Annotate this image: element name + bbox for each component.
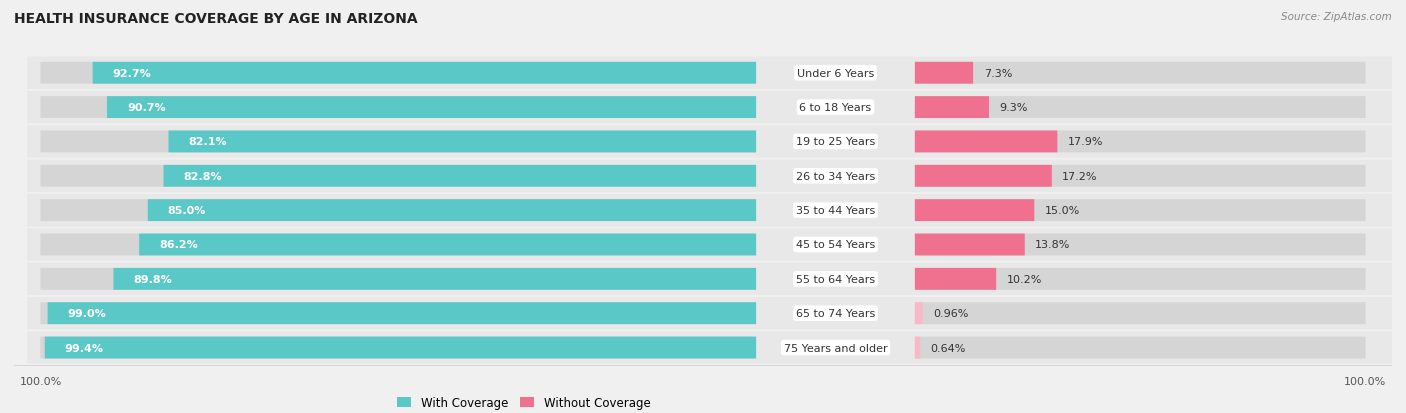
FancyBboxPatch shape: [41, 63, 756, 84]
FancyBboxPatch shape: [41, 268, 756, 290]
Text: 7.3%: 7.3%: [984, 69, 1012, 78]
FancyBboxPatch shape: [915, 131, 1057, 153]
Text: 26 to 34 Years: 26 to 34 Years: [796, 171, 875, 181]
Text: 92.7%: 92.7%: [112, 69, 152, 78]
Text: 65 to 74 Years: 65 to 74 Years: [796, 309, 875, 318]
FancyBboxPatch shape: [93, 63, 756, 84]
FancyBboxPatch shape: [48, 303, 756, 324]
FancyBboxPatch shape: [915, 200, 1365, 221]
FancyBboxPatch shape: [139, 234, 756, 256]
FancyBboxPatch shape: [915, 63, 973, 84]
FancyBboxPatch shape: [45, 337, 756, 358]
Legend: With Coverage, Without Coverage: With Coverage, Without Coverage: [392, 392, 655, 413]
Text: 15.0%: 15.0%: [1045, 206, 1080, 216]
FancyBboxPatch shape: [27, 195, 1392, 227]
FancyBboxPatch shape: [915, 200, 1035, 221]
Text: 85.0%: 85.0%: [167, 206, 207, 216]
FancyBboxPatch shape: [107, 97, 756, 119]
Text: 35 to 44 Years: 35 to 44 Years: [796, 206, 875, 216]
Text: Source: ZipAtlas.com: Source: ZipAtlas.com: [1281, 12, 1392, 22]
Text: 82.1%: 82.1%: [188, 137, 228, 147]
FancyBboxPatch shape: [41, 131, 756, 153]
FancyBboxPatch shape: [41, 337, 756, 358]
FancyBboxPatch shape: [915, 234, 1365, 256]
FancyBboxPatch shape: [163, 166, 756, 187]
Text: 86.2%: 86.2%: [159, 240, 198, 250]
FancyBboxPatch shape: [915, 131, 1365, 153]
FancyBboxPatch shape: [915, 97, 1365, 119]
FancyBboxPatch shape: [915, 166, 1365, 187]
FancyBboxPatch shape: [27, 229, 1392, 261]
Text: 45 to 54 Years: 45 to 54 Years: [796, 240, 875, 250]
Text: 99.0%: 99.0%: [67, 309, 107, 318]
Text: 17.2%: 17.2%: [1063, 171, 1098, 181]
FancyBboxPatch shape: [915, 234, 1025, 256]
FancyBboxPatch shape: [915, 268, 1365, 290]
FancyBboxPatch shape: [915, 97, 988, 119]
Text: 9.3%: 9.3%: [1000, 103, 1028, 113]
FancyBboxPatch shape: [915, 268, 997, 290]
FancyBboxPatch shape: [27, 57, 1392, 90]
FancyBboxPatch shape: [27, 263, 1392, 295]
FancyBboxPatch shape: [41, 234, 756, 256]
Text: 19 to 25 Years: 19 to 25 Years: [796, 137, 875, 147]
Text: 0.96%: 0.96%: [934, 309, 969, 318]
FancyBboxPatch shape: [27, 297, 1392, 330]
FancyBboxPatch shape: [148, 200, 756, 221]
FancyBboxPatch shape: [27, 160, 1392, 192]
Text: HEALTH INSURANCE COVERAGE BY AGE IN ARIZONA: HEALTH INSURANCE COVERAGE BY AGE IN ARIZ…: [14, 12, 418, 26]
FancyBboxPatch shape: [915, 303, 922, 324]
FancyBboxPatch shape: [41, 166, 756, 187]
FancyBboxPatch shape: [27, 92, 1392, 124]
FancyBboxPatch shape: [915, 63, 1365, 84]
FancyBboxPatch shape: [169, 131, 756, 153]
Text: 75 Years and older: 75 Years and older: [783, 343, 887, 353]
FancyBboxPatch shape: [27, 126, 1392, 158]
Text: 13.8%: 13.8%: [1035, 240, 1070, 250]
FancyBboxPatch shape: [41, 303, 756, 324]
Text: 55 to 64 Years: 55 to 64 Years: [796, 274, 875, 284]
Text: 0.64%: 0.64%: [931, 343, 966, 353]
Text: Under 6 Years: Under 6 Years: [797, 69, 875, 78]
FancyBboxPatch shape: [41, 200, 756, 221]
FancyBboxPatch shape: [915, 303, 1365, 324]
Text: 6 to 18 Years: 6 to 18 Years: [800, 103, 872, 113]
FancyBboxPatch shape: [915, 337, 920, 358]
FancyBboxPatch shape: [114, 268, 756, 290]
Text: 90.7%: 90.7%: [127, 103, 166, 113]
FancyBboxPatch shape: [41, 97, 756, 119]
FancyBboxPatch shape: [915, 337, 1365, 358]
Text: 99.4%: 99.4%: [65, 343, 104, 353]
FancyBboxPatch shape: [27, 332, 1392, 364]
Text: 89.8%: 89.8%: [134, 274, 172, 284]
Text: 10.2%: 10.2%: [1007, 274, 1042, 284]
FancyBboxPatch shape: [915, 166, 1052, 187]
Text: 17.9%: 17.9%: [1069, 137, 1104, 147]
Text: 82.8%: 82.8%: [184, 171, 222, 181]
